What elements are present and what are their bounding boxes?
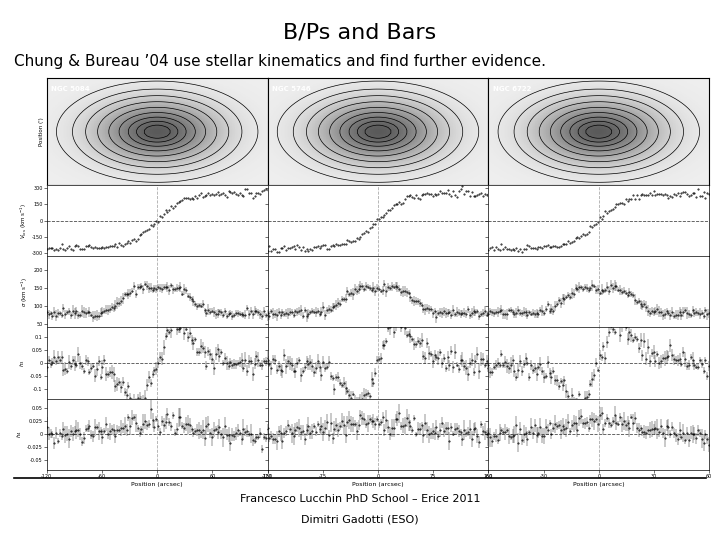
X-axis label: Position (arcsec): Position (arcsec) xyxy=(573,482,625,487)
Text: Chung & Bureau ’04 use stellar kinematics and find further evidence.: Chung & Bureau ’04 use stellar kinematic… xyxy=(14,54,546,69)
X-axis label: Position (arcsec): Position (arcsec) xyxy=(352,482,404,487)
Y-axis label: Position ('): Position (') xyxy=(39,117,44,146)
Y-axis label: $h_4$: $h_4$ xyxy=(15,430,24,438)
Y-axis label: $h_3$: $h_3$ xyxy=(18,359,27,367)
Text: Dimitri Gadotti (ESO): Dimitri Gadotti (ESO) xyxy=(301,515,419,524)
Text: Francesco Lucchin PhD School – Erice 2011: Francesco Lucchin PhD School – Erice 201… xyxy=(240,495,480,504)
Text: NGC 5084: NGC 5084 xyxy=(51,86,90,92)
Y-axis label: $\sigma$ (km s$^{-1}$): $\sigma$ (km s$^{-1}$) xyxy=(20,277,30,307)
Text: NGC 6722: NGC 6722 xyxy=(492,86,531,92)
Text: NGC 5746: NGC 5746 xyxy=(272,86,310,92)
Y-axis label: $V_{los}$ (km s$^{-1}$): $V_{los}$ (km s$^{-1}$) xyxy=(19,202,29,239)
X-axis label: Position (arcsec): Position (arcsec) xyxy=(131,482,183,487)
Text: B/Ps and Bars: B/Ps and Bars xyxy=(284,23,436,43)
